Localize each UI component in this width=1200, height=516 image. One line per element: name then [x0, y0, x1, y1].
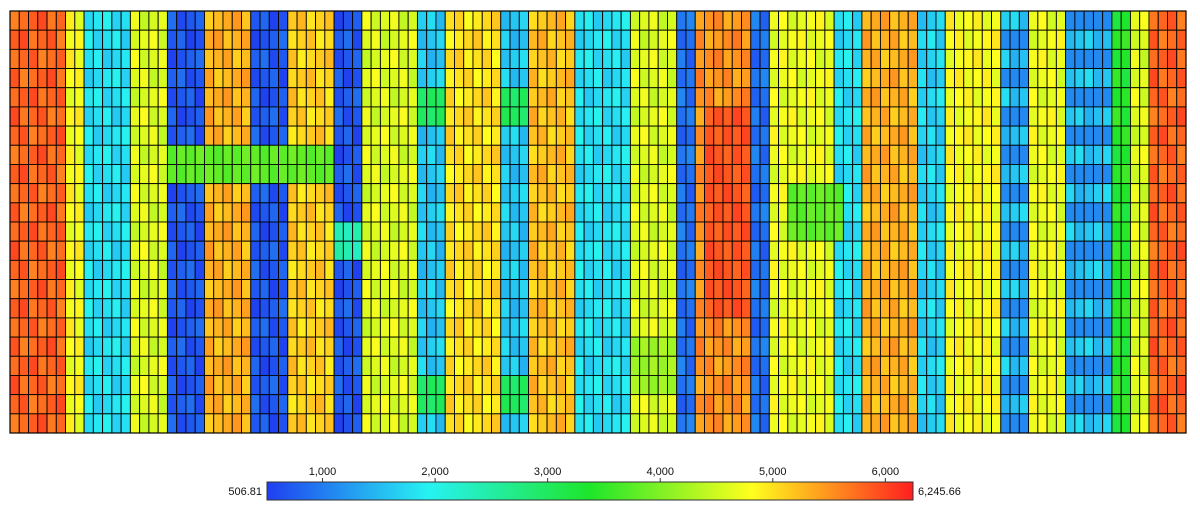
colorbar-gradient: [266, 481, 914, 501]
heatmap-plot: [9, 10, 1187, 434]
colorbar-max-label: 6,245.66: [918, 486, 961, 498]
colorbar-tick-label: 4,000: [646, 466, 674, 478]
colorbar-tick-label: 3,000: [534, 466, 562, 478]
colorbar-ticks: 1,000 2,000 3,000 4,000 5,000 6,000: [309, 466, 899, 482]
colorbar-tick-label: 5,000: [759, 466, 787, 478]
heatmap-cells: [9, 10, 1187, 434]
colorbar-tick-label: 2,000: [421, 466, 449, 478]
colorbar-min-label: 506.81: [228, 486, 262, 498]
colorbar-tick-label: 1,000: [309, 466, 337, 478]
colorbar-tick-label: 6,000: [872, 466, 900, 478]
